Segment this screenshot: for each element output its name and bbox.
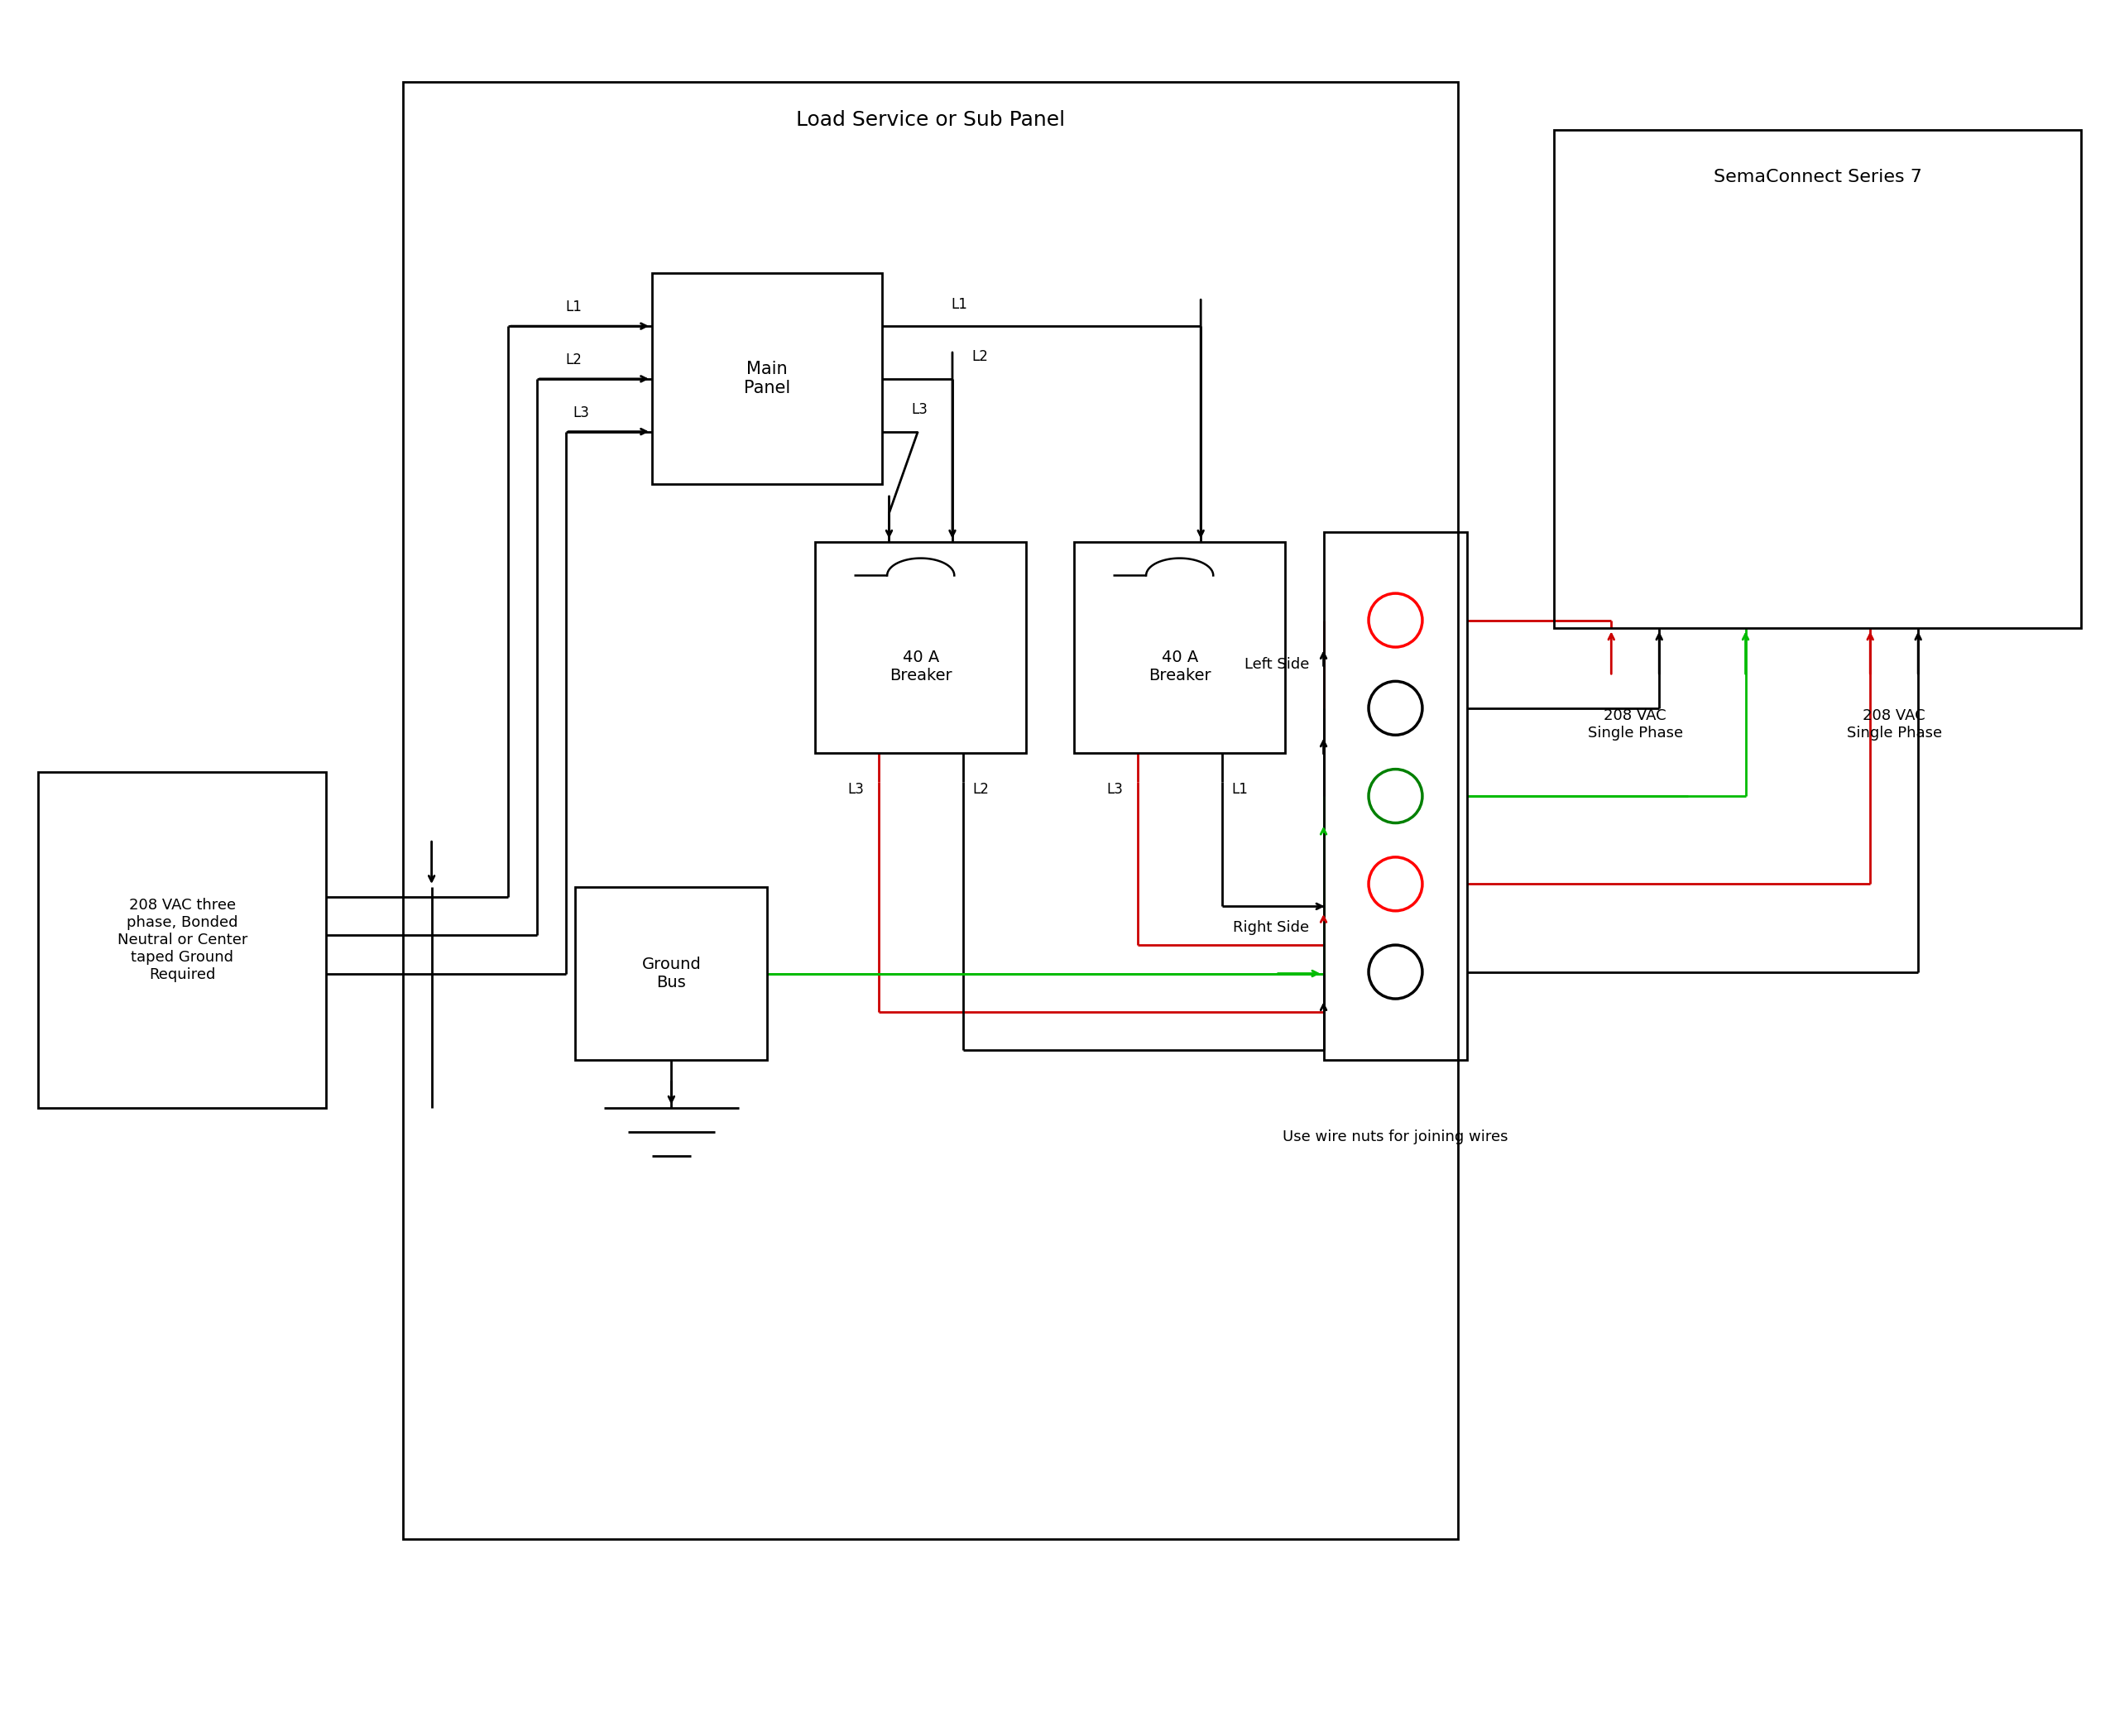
Bar xyxy=(1323,533,1466,1059)
Bar xyxy=(1074,542,1285,753)
Text: Use wire nuts for joining wires: Use wire nuts for joining wires xyxy=(1283,1128,1509,1144)
Text: L3: L3 xyxy=(1106,781,1123,797)
Text: L1: L1 xyxy=(1232,781,1247,797)
Text: L3: L3 xyxy=(572,404,589,420)
Bar xyxy=(38,773,327,1108)
Text: 208 VAC
Single Phase: 208 VAC Single Phase xyxy=(1587,708,1684,740)
Text: L2: L2 xyxy=(973,781,990,797)
Text: L1: L1 xyxy=(565,300,582,314)
Text: Load Service or Sub Panel: Load Service or Sub Panel xyxy=(795,109,1066,130)
Text: Right Side: Right Side xyxy=(1232,920,1308,936)
Text: Left Side: Left Side xyxy=(1245,656,1308,672)
Text: 208 VAC three
phase, Bonded
Neutral or Center
taped Ground
Required: 208 VAC three phase, Bonded Neutral or C… xyxy=(118,898,247,983)
Bar xyxy=(1553,130,2080,628)
Text: L3: L3 xyxy=(848,781,865,797)
Text: SemaConnect Series 7: SemaConnect Series 7 xyxy=(1713,168,1922,186)
Text: 40 A
Breaker: 40 A Breaker xyxy=(1148,649,1211,684)
Bar xyxy=(403,82,1458,1540)
Text: L1: L1 xyxy=(952,297,966,312)
Text: L2: L2 xyxy=(971,349,987,365)
Text: 40 A
Breaker: 40 A Breaker xyxy=(890,649,952,684)
Text: 208 VAC
Single Phase: 208 VAC Single Phase xyxy=(1846,708,1941,740)
Text: Main
Panel: Main Panel xyxy=(745,361,791,398)
Text: L3: L3 xyxy=(912,403,928,417)
Bar xyxy=(814,542,1025,753)
Text: Ground
Bus: Ground Bus xyxy=(641,957,701,991)
Text: L2: L2 xyxy=(565,352,582,368)
Bar xyxy=(652,273,882,484)
Bar xyxy=(576,887,768,1059)
